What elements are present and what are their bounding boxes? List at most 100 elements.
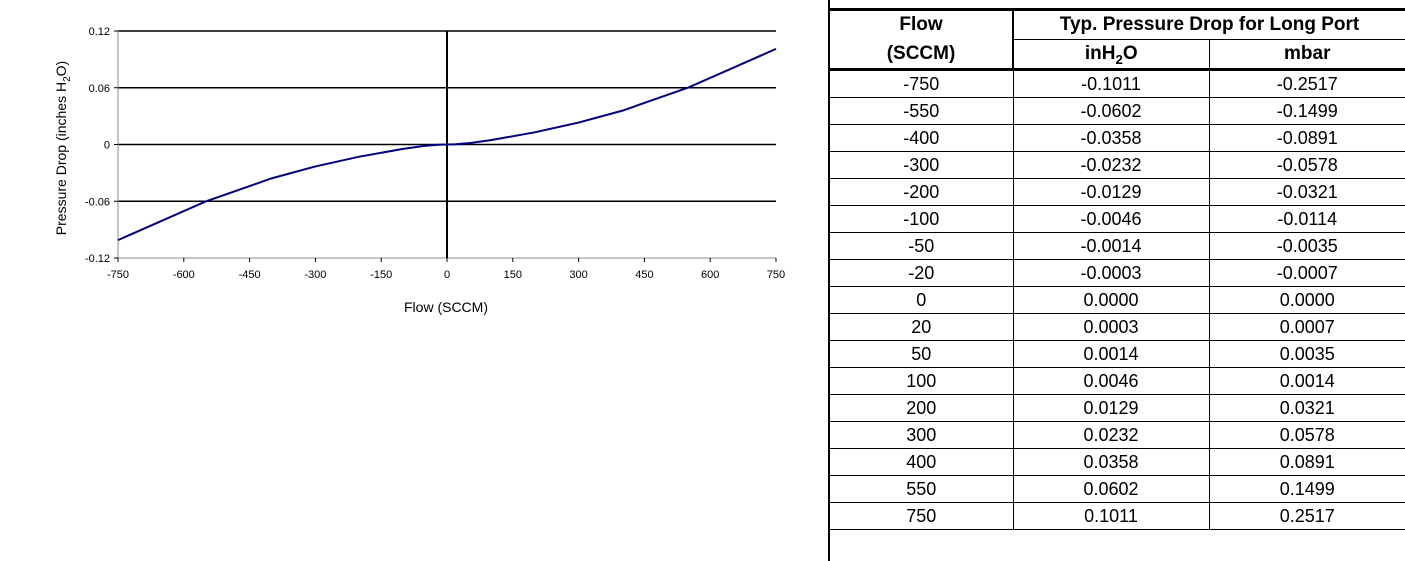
table-row: 750 0.1011 0.2517 — [830, 502, 1405, 530]
flow-cell: -200 — [830, 178, 1014, 206]
flow-cell: 0 — [830, 286, 1014, 314]
inh2o-cell: 0.0003 — [1012, 313, 1209, 341]
mbar-cell: 0.0000 — [1208, 286, 1405, 314]
table-subheader-row: (SCCM) inH2O mbar — [830, 39, 1405, 71]
mbar-cell: -0.0578 — [1208, 151, 1405, 179]
table-row: -50 -0.0014 -0.0035 — [830, 232, 1405, 260]
mbar-cell: 0.0014 — [1208, 367, 1405, 395]
x-tick-labels: -750 -600 -450 -300 -150 0 150 300 450 600 750 — [107, 269, 785, 281]
flow-cell: -550 — [830, 97, 1014, 125]
inh2o-header: inH2O — [1012, 39, 1209, 71]
x-tick-label: -150 — [370, 269, 392, 281]
divider-line — [828, 0, 830, 561]
flow-cell: 100 — [830, 367, 1014, 395]
y-axis-title-part1: Pressure Drop (inches H — [53, 82, 69, 235]
y-tick-label: -0.12 — [85, 253, 110, 265]
flow-cell: 50 — [830, 340, 1014, 368]
series-line — [117, 47, 777, 242]
table-row: -400 -0.0358 -0.0891 — [830, 124, 1405, 152]
mbar-cell: 0.0007 — [1208, 313, 1405, 341]
table-row: -20 -0.0003 -0.0007 — [830, 259, 1405, 287]
inh2o-cell: -0.0358 — [1012, 124, 1209, 152]
mbar-cell: -0.0321 — [1208, 178, 1405, 206]
mbar-cell: 0.0035 — [1208, 340, 1405, 368]
inh2o-cell: 0.0129 — [1012, 394, 1209, 422]
x-tick-label: -750 — [107, 269, 129, 281]
mbar-cell: 0.0891 — [1208, 448, 1405, 476]
y-tick-labels: -0.12 -0.06 0 0.06 0.12 — [85, 26, 110, 265]
inh2o-cell: -0.0014 — [1012, 232, 1209, 260]
table-row: -200 -0.0129 -0.0321 — [830, 178, 1405, 206]
mbar-cell: -0.0114 — [1208, 205, 1405, 233]
y-tick-label: 0.12 — [89, 26, 110, 38]
pressure-drop-chart: -0.12 -0.06 0 0.06 0.12 -750 -600 -450 -300 -150… — [53, 26, 785, 315]
table-row: 200 0.0129 0.0321 — [830, 394, 1405, 422]
flow-cell: 550 — [830, 475, 1014, 503]
x-tick-label: 300 — [569, 269, 587, 281]
table-row: -750 -0.1011 -0.2517 — [830, 69, 1405, 98]
x-tick-label: 0 — [444, 269, 450, 281]
flow-cell: -100 — [830, 205, 1014, 233]
table-row: 50 0.0014 0.0035 — [830, 340, 1405, 368]
inh2o-cell: -0.1011 — [1012, 69, 1209, 98]
mbar-header: mbar — [1208, 39, 1405, 71]
mbar-cell: 0.0578 — [1208, 421, 1405, 449]
inh2o-cell: -0.0602 — [1012, 97, 1209, 125]
y-axis-title-sub: 2 — [62, 76, 73, 82]
x-tick-label: 150 — [504, 269, 522, 281]
x-tick-label: 600 — [701, 269, 719, 281]
inh2o-cell: 0.0358 — [1012, 448, 1209, 476]
flow-cell: -750 — [830, 69, 1014, 98]
table-row: 300 0.0232 0.0578 — [830, 421, 1405, 449]
table-row: -550 -0.0602 -0.1499 — [830, 97, 1405, 125]
inh2o-cell: -0.0129 — [1012, 178, 1209, 206]
mbar-cell: 0.2517 — [1208, 502, 1405, 530]
y-tick-label: 0 — [104, 140, 110, 152]
mbar-cell: -0.2517 — [1208, 69, 1405, 98]
y-tick-label: 0.06 — [89, 83, 110, 95]
x-axis-title: Flow (SCCM) — [404, 299, 488, 315]
mbar-cell: -0.0007 — [1208, 259, 1405, 287]
flow-cell: -50 — [830, 232, 1014, 260]
pressure-drop-table: Flow Typ. Pressure Drop for Long Port (S… — [830, 8, 1405, 530]
table-row: -300 -0.0232 -0.0578 — [830, 151, 1405, 179]
inh2o-cell: -0.0046 — [1012, 205, 1209, 233]
y-axis-title: Pressure Drop (inches H2O) — [53, 61, 73, 235]
inh2o-cell: 0.0046 — [1012, 367, 1209, 395]
flow-header: Flow — [830, 8, 1013, 40]
chart-axes — [114, 30, 777, 262]
inh2o-cell: -0.0232 — [1012, 151, 1209, 179]
inh2o-cell: 0.0000 — [1012, 286, 1209, 314]
table-row: 0 0.0000 0.0000 — [830, 286, 1405, 314]
flow-unit-header: (SCCM) — [830, 39, 1013, 71]
flow-cell: 300 — [830, 421, 1014, 449]
y-axis-title-part2: O) — [53, 61, 69, 77]
flow-cell: 20 — [830, 313, 1014, 341]
mbar-cell: 0.1499 — [1208, 475, 1405, 503]
table-row: 20 0.0003 0.0007 — [830, 313, 1405, 341]
table-row: -100 -0.0046 -0.0114 — [830, 205, 1405, 233]
y-tick-label: -0.06 — [85, 196, 110, 208]
table-row: 100 0.0046 0.0014 — [830, 367, 1405, 395]
table-row: 550 0.0602 0.1499 — [830, 475, 1405, 503]
inh2o-cell: 0.0602 — [1012, 475, 1209, 503]
table-header-row: Flow Typ. Pressure Drop for Long Port — [830, 8, 1405, 40]
flow-cell: 400 — [830, 448, 1014, 476]
x-tick-label: 450 — [635, 269, 653, 281]
x-tick-label: -450 — [239, 269, 261, 281]
flow-cell: 750 — [830, 502, 1014, 530]
x-tick-label: 750 — [767, 269, 785, 281]
x-tick-label: -600 — [173, 269, 195, 281]
x-tick-label: -300 — [304, 269, 326, 281]
inh2o-cell: 0.1011 — [1012, 502, 1209, 530]
mbar-cell: -0.0035 — [1208, 232, 1405, 260]
mbar-cell: -0.1499 — [1208, 97, 1405, 125]
mbar-cell: -0.0891 — [1208, 124, 1405, 152]
group-header: Typ. Pressure Drop for Long Port — [1012, 8, 1405, 40]
inh2o-cell: -0.0003 — [1012, 259, 1209, 287]
flow-cell: -20 — [830, 259, 1014, 287]
flow-cell: -300 — [830, 151, 1014, 179]
inh2o-cell: 0.0232 — [1012, 421, 1209, 449]
flow-cell: -400 — [830, 124, 1014, 152]
flow-cell: 200 — [830, 394, 1014, 422]
